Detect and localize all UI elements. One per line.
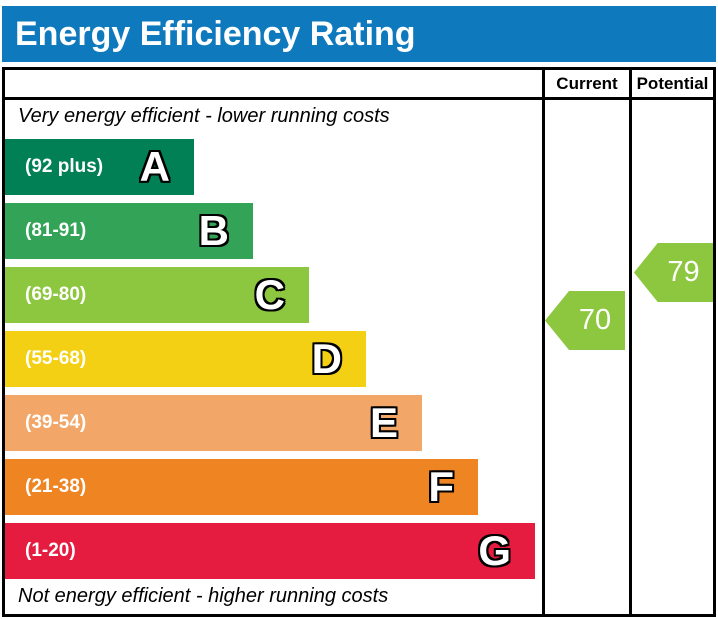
- band-f-range: (21-38): [25, 476, 87, 497]
- band-b-letter: B: [198, 207, 229, 254]
- band-g-letter: G: [478, 527, 511, 574]
- caption-not-efficient: Not energy efficient - higher running co…: [18, 585, 389, 607]
- band-c: (69-80) C: [5, 267, 309, 323]
- band-c-range: (69-80): [25, 284, 87, 305]
- band-f-letter: F: [428, 463, 454, 510]
- band-e: (39-54) E: [5, 395, 422, 451]
- column-divider-potential: [629, 67, 632, 617]
- current-rating-value: 70: [578, 304, 612, 336]
- band-d: (55-68) D: [5, 331, 366, 387]
- header-row-divider: [2, 97, 716, 100]
- band-d-letter: D: [311, 335, 342, 382]
- column-header-potential: Potential: [636, 74, 709, 93]
- band-e-range: (39-54): [25, 412, 87, 433]
- band-b-range: (81-91): [25, 220, 87, 241]
- column-divider-current: [542, 67, 545, 617]
- band-a: (92 plus) A: [5, 139, 194, 195]
- caption-very-efficient: Very energy efficient - lower running co…: [18, 105, 390, 127]
- chart-frame: [2, 67, 716, 617]
- band-f: (21-38) F: [5, 459, 478, 515]
- band-g: (1-20) G: [5, 523, 535, 579]
- band-a-letter: A: [139, 143, 170, 190]
- band-d-range: (55-68): [25, 348, 87, 369]
- band-g-range: (1-20): [25, 540, 76, 561]
- title-bar: Energy Efficiency Rating: [2, 6, 716, 62]
- band-e-letter: E: [369, 399, 398, 446]
- band-a-range: (92 plus): [25, 156, 104, 177]
- band-b: (81-91) B: [5, 203, 253, 259]
- band-c-letter: C: [254, 271, 285, 318]
- page-title: Energy Efficiency Rating: [15, 15, 416, 53]
- potential-rating-arrow: 79: [634, 243, 713, 302]
- column-header-current: Current: [556, 74, 618, 93]
- potential-rating-value: 79: [667, 256, 700, 288]
